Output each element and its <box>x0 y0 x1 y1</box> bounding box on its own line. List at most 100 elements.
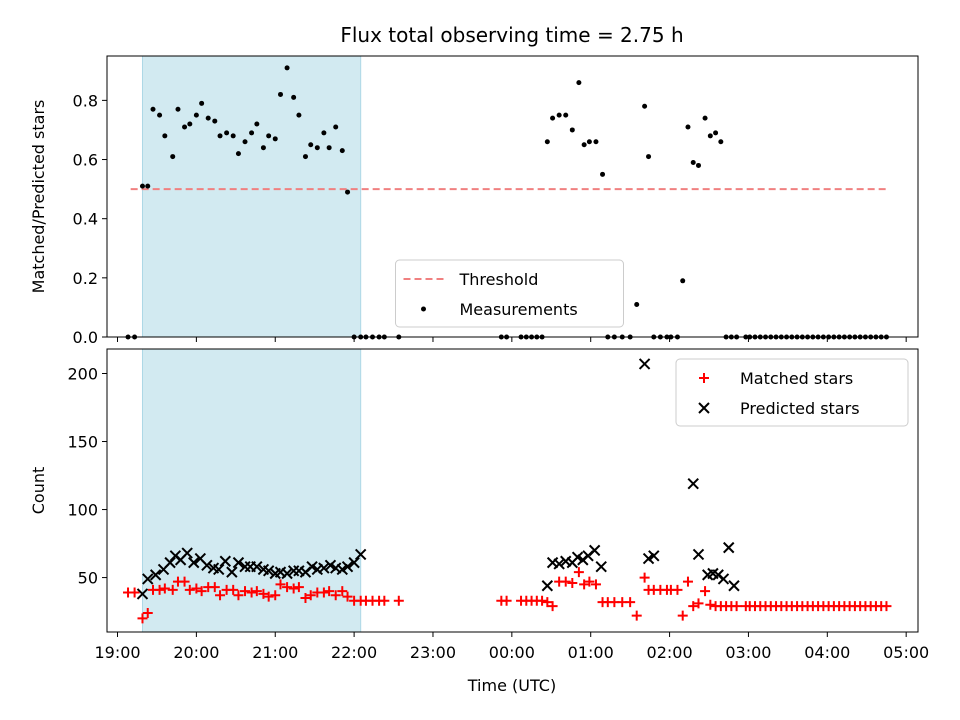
matched-point <box>688 601 699 612</box>
matched-point <box>305 590 316 601</box>
predicted-point <box>188 556 200 569</box>
matched-point <box>196 586 207 597</box>
measurement-point <box>550 115 556 121</box>
measurement-point <box>685 124 691 130</box>
measurement-point <box>556 112 562 118</box>
matched-point <box>881 601 892 612</box>
measurement-point <box>702 115 708 121</box>
legend: Matched stars Predicted stars <box>675 358 909 427</box>
predicted-point <box>142 573 154 585</box>
legend-label: Threshold <box>459 270 539 289</box>
predicted-point <box>638 358 651 370</box>
predicted-point <box>723 541 735 554</box>
matched-point <box>693 598 704 609</box>
predicted-point <box>717 573 730 585</box>
y-tick-label: 50 <box>78 569 98 588</box>
measurement-point <box>224 130 230 136</box>
predicted-point <box>318 562 330 574</box>
y-tick-label: 0.8 <box>73 91 98 110</box>
predicted-point <box>553 558 565 570</box>
legend-label: Matched stars <box>740 369 853 388</box>
matched-point <box>142 607 153 618</box>
x-tick-label: 03:00 <box>725 643 771 662</box>
matched-point <box>393 595 404 606</box>
matched-point <box>682 576 693 587</box>
measurement-point <box>634 301 640 307</box>
predicted-point <box>281 567 293 580</box>
legend-label: Predicted stars <box>740 399 860 418</box>
y-tick-label: 0.2 <box>73 269 98 288</box>
matched-point <box>246 587 257 598</box>
measurement-point <box>254 121 260 127</box>
matched-point <box>700 586 711 597</box>
matched-point <box>639 572 650 583</box>
measurement-point <box>314 145 320 151</box>
predicted-point <box>348 556 360 569</box>
x-tick-label: 04:00 <box>804 643 850 662</box>
measurement-point <box>345 189 351 195</box>
measurement-point <box>339 148 345 154</box>
matched-point <box>631 610 642 621</box>
measurement-point <box>296 112 302 118</box>
matched-point <box>159 583 170 594</box>
measurement-point <box>145 183 151 189</box>
matched-point <box>625 597 636 608</box>
measurement-point <box>150 106 156 112</box>
x-tick-label: 21:00 <box>252 643 298 662</box>
matched-point <box>184 584 195 595</box>
matched-point <box>154 584 165 595</box>
measurement-point <box>260 145 266 151</box>
legend-predicted-swatch <box>698 402 710 414</box>
matched-point <box>705 599 716 610</box>
matched-point <box>542 597 553 608</box>
y-tick-label: 100 <box>67 501 98 520</box>
legend-box <box>395 259 624 328</box>
measurement-point <box>586 139 592 145</box>
measurement-point <box>333 124 339 130</box>
predicted-point <box>251 560 263 573</box>
matched-point <box>584 576 595 587</box>
matched-point <box>560 576 571 587</box>
observing-span <box>141 55 362 338</box>
matched-point <box>318 587 329 598</box>
measurement-point <box>212 118 218 124</box>
predicted-point <box>728 580 740 592</box>
measurement-point <box>707 133 713 139</box>
measurement-point <box>230 133 236 139</box>
matched-point <box>191 583 202 594</box>
predicted-point <box>262 565 275 577</box>
measurement-point <box>302 154 308 160</box>
matched-point <box>573 567 584 578</box>
matched-point <box>209 582 220 593</box>
predicted-point <box>136 588 149 600</box>
matched-point <box>263 591 274 602</box>
matched-point <box>240 586 251 597</box>
measurement-point <box>291 94 297 100</box>
x-tick-label: 19:00 <box>94 643 140 662</box>
y-axis-label: Matched/Predicted stars <box>29 100 48 294</box>
measurement-point <box>646 154 652 160</box>
matched-point <box>129 587 140 598</box>
matched-point <box>228 584 239 595</box>
matched-point <box>167 584 178 595</box>
measurement-point <box>569 127 575 133</box>
measurement-point <box>266 133 272 139</box>
measurement-point <box>217 133 223 139</box>
matched-point <box>677 610 688 621</box>
legend-measurement-swatch <box>421 306 426 312</box>
measurement-point <box>718 139 724 145</box>
matched-point <box>379 595 390 606</box>
measurement-point <box>187 121 193 127</box>
x-tick-label: 02:00 <box>647 643 693 662</box>
matched-point <box>590 579 601 590</box>
measurement-point <box>308 142 314 148</box>
predicted-point <box>692 548 705 561</box>
matched-point <box>288 583 299 594</box>
matched-point <box>324 586 335 597</box>
predicted-point <box>541 580 554 592</box>
series-plus <box>123 567 892 624</box>
y-tick-label: 200 <box>67 364 98 383</box>
measurement-point <box>284 65 290 71</box>
matched-point <box>330 590 341 601</box>
